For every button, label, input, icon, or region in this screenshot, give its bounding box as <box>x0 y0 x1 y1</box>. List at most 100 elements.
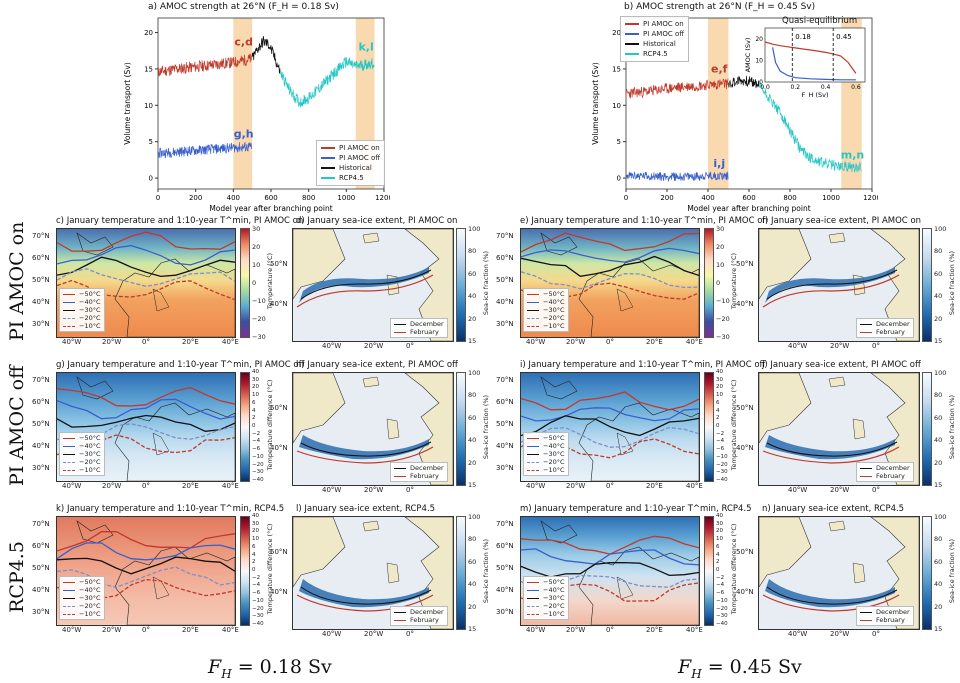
row-label-pi-off: PI AMOC off <box>6 365 28 486</box>
colorbar-tick: 80 <box>934 391 943 400</box>
map-lon-tick: 40°W <box>62 338 82 346</box>
colorbar-tick: 30 <box>252 225 261 233</box>
temperature-contour <box>57 566 235 588</box>
colorbar-tick: −6 <box>252 446 261 453</box>
land-greenland <box>759 229 812 300</box>
colorbar-label: Temperature (°C) <box>266 252 274 310</box>
temperature-contour <box>57 256 235 278</box>
legend-item: RCP4.5 <box>321 173 380 183</box>
map-lat-tick: 70°N <box>496 232 514 240</box>
coastline-iberia <box>616 576 634 600</box>
map-lon-tick: 20°E <box>646 482 663 490</box>
map-lon-tick: 0° <box>142 338 150 346</box>
inset-marker-label: 0.18 <box>795 33 811 41</box>
map-overlay <box>293 229 453 341</box>
land-british-isles <box>386 562 400 584</box>
colorbar-tick: 80 <box>468 247 477 256</box>
map-lat-tick: 50°N <box>32 420 50 428</box>
map-lat-tick: 40°N <box>270 588 288 596</box>
colorbar-tick: −20 <box>252 315 266 323</box>
colorbar-tick: 60 <box>934 269 943 278</box>
map-lat-tick: 40°N <box>736 588 754 596</box>
colorbar-tick: 40 <box>468 436 477 445</box>
legend-item: RCP4.5 <box>625 49 684 59</box>
temperature-contour <box>521 561 699 578</box>
map-title: g) January temperature and 1:10-year T^m… <box>56 360 305 370</box>
land-greenland <box>759 373 812 444</box>
x-tick-label: 0 <box>156 194 160 202</box>
map-lon-tick: 0° <box>606 626 614 634</box>
colorbar-tick: 10 <box>716 536 723 543</box>
legend-item: −50°C <box>63 434 101 442</box>
legend-item: February <box>860 328 910 336</box>
map-title: k) January temperature and 1:10-year T^m… <box>56 504 285 514</box>
inset-marker-label: 0.45 <box>836 33 852 41</box>
land-iceland <box>828 520 846 532</box>
inset-chart: 0.18 0.45 0.0 0.2 0.4 0.6 0 10 20 F_H (Sv) AMOC (S… <box>745 27 866 98</box>
map-lon-tick: 20°W <box>102 482 122 490</box>
temperature-contour <box>521 232 699 253</box>
colorbar-tick: 100 <box>934 225 947 233</box>
map-lat-tick: 60°N <box>32 254 50 262</box>
legend-item: PI AMOC on <box>625 19 684 29</box>
colorbar-label: Temperature (°C) <box>730 252 738 310</box>
sea-ice-map <box>758 516 920 630</box>
colorbar-tick: 6 <box>252 399 256 406</box>
sea-ice-map <box>758 228 920 342</box>
map-title: j) January sea-ice extent, PI AMOC off <box>762 360 921 370</box>
colorbar-tick: 20 <box>716 528 723 535</box>
inset-title: Quasi-equilibrium <box>782 16 858 26</box>
colorbar-tick: −10 <box>716 297 730 305</box>
map-lon-tick: 20°W <box>830 486 850 494</box>
map-lon-tick: 0° <box>406 630 414 638</box>
inset-x-tick: 0.2 <box>791 84 801 91</box>
inset-x-label: F_H (Sv) <box>802 91 829 98</box>
series-pi-amoc-off <box>157 141 253 159</box>
colorbar-tick: 40 <box>934 436 943 445</box>
land-iceland <box>362 520 380 532</box>
map-title: n) January sea-ice extent, RCP4.5 <box>762 504 905 514</box>
inset-series-pi-amoc-off <box>772 47 856 81</box>
map-lon-tick: 20°W <box>364 630 384 638</box>
legend-item: −30°C <box>63 594 101 602</box>
february-edge <box>762 446 900 464</box>
inset-y-label: AMOC (Sv) <box>745 38 752 73</box>
legend-item: −30°C <box>527 306 565 314</box>
y-tick-label: 15 <box>612 65 621 73</box>
legend-item: −10°C <box>527 322 565 330</box>
ice-legend: December February <box>856 606 914 626</box>
land-iceland <box>362 232 380 244</box>
legend-item: December <box>394 608 444 616</box>
colorbar-tick: 10 <box>252 392 259 399</box>
colorbar-tick: 30 <box>716 225 725 233</box>
map-lat-tick: 70°N <box>496 376 514 384</box>
sea-ice-extent <box>299 579 429 608</box>
ice-legend: December February <box>856 318 914 338</box>
colorbar-tick: 20 <box>252 243 261 251</box>
colorbar-tick: −20 <box>716 605 728 612</box>
map-lat-tick: 70°N <box>32 376 50 384</box>
temperature-map <box>56 228 236 338</box>
legend-item: PI AMOC off <box>625 29 684 39</box>
inset-x-tick: 0.4 <box>821 84 831 91</box>
map-lat-tick: 50°N <box>270 548 288 556</box>
colorbar-label: Temperature difference (°C) <box>266 379 274 471</box>
colorbar-tick: 0 <box>716 279 721 287</box>
map-lat-tick: 30°N <box>496 464 514 472</box>
colorbar-tick: 0 <box>716 567 720 573</box>
map-lat-tick: 40°N <box>32 298 50 306</box>
colorbar-tick: 100 <box>468 225 481 233</box>
map-lon-tick: 20°W <box>566 482 586 490</box>
legend-item: −50°C <box>63 578 101 586</box>
y-tick-label: 0 <box>149 175 153 183</box>
ice-legend: December February <box>856 462 914 482</box>
colorbar-tick: 6 <box>716 543 720 550</box>
colorbar-tick: 40 <box>252 513 259 519</box>
map-lon-tick: 0° <box>606 482 614 490</box>
temperature-contour <box>521 426 699 448</box>
legend-item: −40°C <box>63 442 101 450</box>
colorbar-tick: 10 <box>716 261 725 269</box>
legend-item: PI AMOC off <box>321 153 380 163</box>
legend-item: −40°C <box>527 586 565 594</box>
